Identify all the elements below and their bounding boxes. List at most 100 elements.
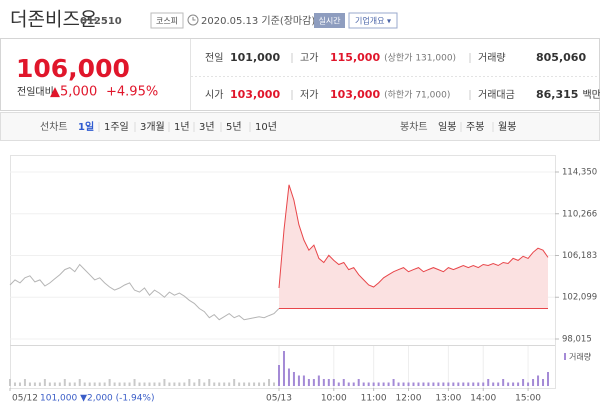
volume-bar [512, 382, 515, 386]
period-tab[interactable]: 10년 [255, 121, 277, 133]
volume-bar [238, 382, 241, 386]
volume-bar [63, 379, 66, 386]
company-info-button[interactable] [348, 12, 398, 29]
volume-bar [537, 375, 540, 386]
volume-bar [507, 382, 510, 386]
volume-bar [377, 382, 380, 386]
volume-bar [178, 382, 181, 386]
volume-legend: 거래량 [569, 352, 592, 362]
volume-bar [278, 365, 280, 386]
volume-bar [93, 382, 96, 386]
stat-value: 103,000 [230, 88, 280, 101]
volume-bar [317, 375, 320, 386]
stock-code: 012510 [80, 16, 122, 27]
volume-bar [243, 382, 246, 386]
candle-tab[interactable]: 주봉 [466, 121, 484, 133]
volume-bar [193, 382, 196, 386]
volume-bar [302, 375, 305, 386]
volume-bar [18, 382, 21, 386]
volume-bar [153, 382, 156, 386]
y-tick-label: 98,015 [562, 335, 592, 345]
realtime-badge[interactable] [314, 13, 345, 28]
volume-bar [382, 382, 385, 386]
clock-hands [192, 17, 196, 21]
volume-bar [397, 382, 400, 386]
volume-bar [223, 382, 226, 386]
change-amount: ▲5,000 [50, 85, 97, 100]
volume-bar [133, 379, 136, 386]
volume-bar [312, 379, 315, 386]
line-chart-label: 선차트 [40, 121, 68, 133]
volume-bar [402, 382, 405, 386]
period-tab[interactable]: 1주일 [104, 121, 129, 133]
volume-bar [23, 379, 26, 386]
volume-bar [447, 382, 450, 386]
volume-bar [542, 379, 545, 386]
volume-bar [208, 379, 211, 386]
volume-bar [282, 351, 285, 386]
volume-bar [273, 382, 276, 386]
volume-bar [287, 368, 290, 386]
area [279, 184, 548, 309]
volume-bar [183, 382, 186, 386]
volume-bar [13, 382, 16, 386]
base-date: 2020.05.13 기준(장마감) [201, 15, 315, 27]
price-line [9, 263, 280, 321]
volume-bar [248, 382, 251, 386]
volume-bar [263, 382, 266, 386]
volume-bar [78, 379, 81, 386]
volume-bar [337, 382, 340, 386]
volume-bar [442, 382, 445, 386]
period-tab[interactable]: 3개월 [140, 121, 165, 133]
volume-bar [307, 379, 310, 386]
volume-bar [492, 382, 495, 386]
stat-label: 고가 [300, 52, 318, 64]
change-label: 전일대비 [17, 86, 54, 98]
change-rate: +4.95% [106, 85, 158, 100]
period-tab[interactable]: 1일 [78, 120, 94, 133]
x-tick-label: 11:00 [361, 394, 387, 404]
volume-bar [372, 382, 375, 386]
candle-tab[interactable]: 일봉 [438, 121, 456, 133]
volume-bar [103, 382, 106, 386]
volume-bar [228, 382, 231, 386]
y-tick-label: 114,350 [562, 168, 597, 178]
x-tick-label: 14:00 [470, 394, 496, 404]
x-tick-label: 10:00 [321, 394, 347, 404]
volume-bar [58, 382, 61, 386]
volume-bar [108, 379, 111, 386]
volume-bar [477, 382, 480, 386]
volume-bar [198, 379, 201, 386]
volume-bar [163, 379, 166, 386]
volume-bar [138, 382, 141, 386]
volume-bar [522, 379, 525, 386]
chart-frame [10, 155, 556, 389]
x-tick-label: 05/13 [266, 394, 292, 404]
volume-bar [497, 382, 500, 386]
volume-bar [123, 382, 126, 386]
volume-bar [532, 379, 535, 386]
volume-bar [218, 382, 221, 386]
stat-label: 거래대금 [478, 89, 515, 101]
stat-label: 전일 [205, 52, 223, 64]
period-tab[interactable]: 3년 [199, 121, 215, 133]
volume-bar [292, 372, 295, 386]
realtime-label[interactable]: 실시간 [318, 16, 341, 26]
company-info-label[interactable]: 기업개요 ▾ [355, 16, 391, 26]
volume-bar [502, 379, 505, 386]
stat-value: 805,060 [536, 51, 586, 64]
volume-bar [297, 375, 300, 386]
period-tab[interactable]: 1년 [174, 121, 190, 133]
period-tab[interactable]: 5년 [226, 121, 242, 133]
y-tick-label: 110,266 [562, 209, 597, 219]
volume-bar [322, 379, 325, 386]
volume-bar [432, 382, 435, 386]
volume-bar [427, 382, 430, 386]
volume-bar [347, 382, 350, 386]
volume-bar [547, 372, 549, 386]
volume-bar [357, 379, 360, 386]
volume-bar [332, 379, 335, 386]
market-badge [150, 12, 184, 29]
current-price: 106,000 [16, 54, 130, 83]
candle-tab[interactable]: 월봉 [498, 121, 516, 133]
